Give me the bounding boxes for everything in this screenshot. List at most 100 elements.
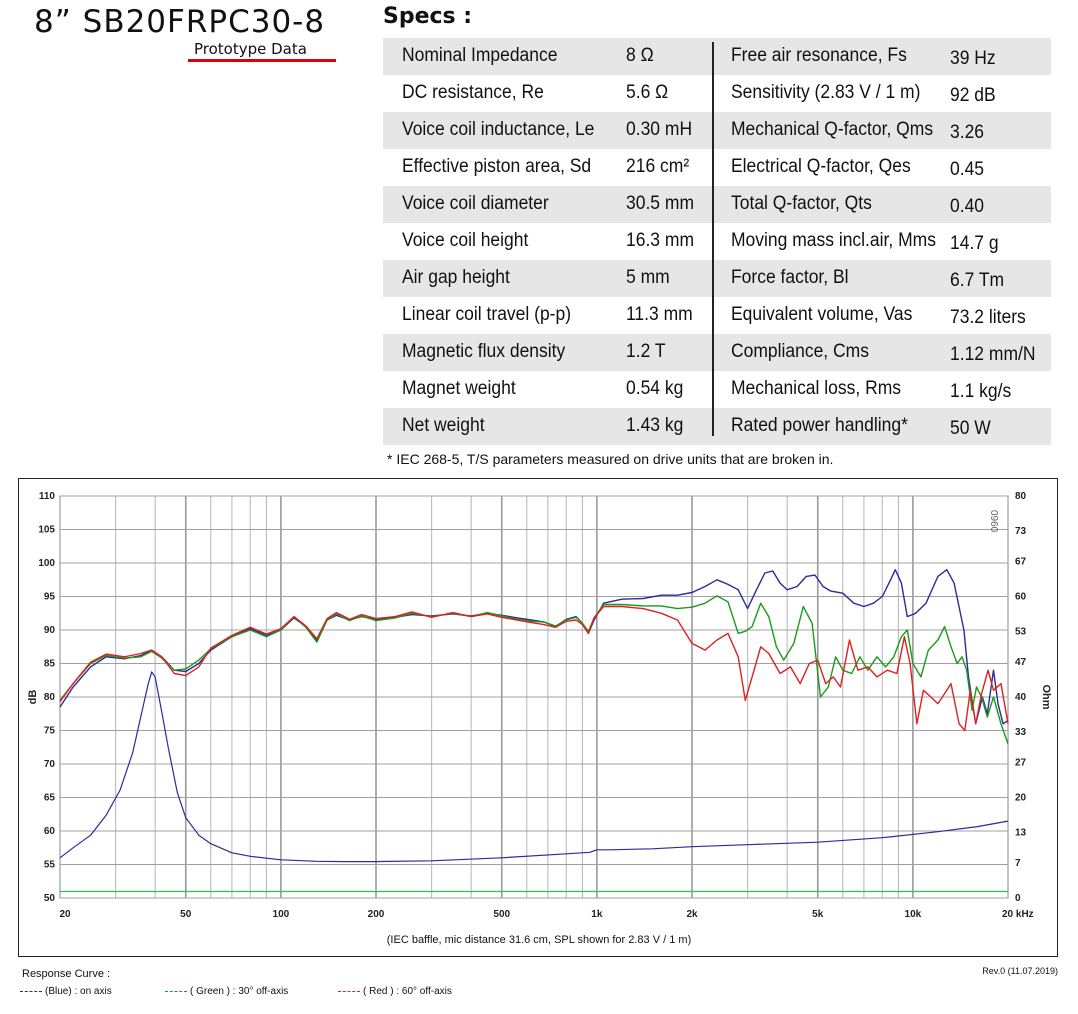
series-line-3 [59, 671, 1009, 863]
y-tick-label: 55 [44, 860, 56, 871]
revision-label: Rev.0 (11.07.2019) [982, 966, 1058, 976]
spec-value: 73.2 liters [950, 307, 1026, 328]
spec-name: Electrical Q-factor, Qes [731, 156, 911, 177]
spec-value: 0.45 [950, 159, 985, 180]
spec-value: 5 mm [626, 267, 670, 288]
y-tick-label: 85 [44, 659, 56, 670]
spec-value: 5.6 Ω [626, 82, 669, 103]
y2-tick-label: 67 [1015, 556, 1027, 567]
spec-name: Voice coil height [402, 230, 529, 251]
y-tick-label: 90 [44, 625, 56, 636]
spec-row: Air gap height 5 mm Force factor, Bl 6.7 Tm [383, 260, 1051, 297]
y-tick-label: 110 [39, 491, 56, 502]
spec-value: 3.26 [950, 122, 985, 143]
spec-name: Force factor, Bl [731, 267, 849, 288]
specs-table: Nominal Impedance 8 Ω Free air resonance, … [383, 38, 1051, 445]
spec-name: Mechanical Q-factor, Qms [731, 119, 934, 140]
spec-value: 92 dB [950, 85, 996, 106]
spec-name: Voice coil inductance, Le [402, 119, 595, 140]
spec-name: Free air resonance, Fs [731, 45, 907, 66]
spec-value: 0.54 kg [626, 378, 684, 399]
spec-value: 0.30 mH [626, 119, 693, 140]
y2-tick-label: 73 [1015, 526, 1027, 537]
spec-value: 8 Ω [626, 45, 654, 66]
y-tick-label: 75 [44, 726, 56, 737]
y2-tick-label: 7 [1015, 858, 1021, 869]
product-title: 8” SB20FRPC30-8 [34, 4, 326, 40]
y-tick-label: 95 [44, 592, 56, 603]
x-tick-label: 2k [686, 909, 698, 920]
spec-row: Net weight 1.43 kg Rated power handling* 50… [383, 408, 1051, 445]
spec-name: Voice coil diameter [402, 193, 549, 214]
y-axis-label: dB [27, 690, 39, 705]
legend-swatch-blue [20, 990, 42, 992]
spec-value: 1.12 mm/N [950, 344, 1036, 365]
y-tick-label: 105 [38, 525, 55, 536]
spec-row: Voice coil diameter 30.5 mm Total Q-factor… [383, 186, 1051, 223]
y-tick-label: 100 [38, 558, 55, 569]
spec-value: 0.40 [950, 196, 985, 217]
x-tick-label: 50 [180, 909, 192, 920]
x-tick-label: 500 [493, 909, 510, 920]
y-tick-label: 50 [44, 893, 56, 904]
y-tick-label: 60 [44, 826, 56, 837]
specs-column-divider [712, 42, 714, 436]
spec-name: Compliance, Cms [731, 341, 869, 362]
spec-value: 50 W [950, 418, 991, 439]
y-tick-label: 80 [44, 692, 56, 703]
legend-item-red: ( Red ) : 60° off-axis [338, 986, 452, 997]
spec-name: Air gap height [402, 267, 510, 288]
prototype-data-label: Prototype Data [194, 40, 307, 58]
spec-name: Moving mass incl.air, Mms [731, 230, 936, 251]
spec-row: Effective piston area, Sd 216 cm² Electric… [383, 149, 1051, 186]
red-underline [188, 59, 336, 62]
y2-tick-label: 20 [1015, 793, 1027, 804]
spec-value: 39 Hz [950, 48, 996, 69]
spec-name: Nominal Impedance [402, 45, 558, 66]
y-tick-label: 65 [44, 793, 56, 804]
chart-watermark: 0960 [988, 510, 999, 533]
series-line-0 [59, 569, 1009, 725]
spec-row: DC resistance, Re 5.6 Ω Sensitivity (2.83 … [383, 75, 1051, 112]
x-tick-label: 20 kHz [1002, 909, 1034, 920]
series-line-1 [59, 595, 1009, 745]
x-tick-label: 5k [812, 909, 824, 920]
spec-name: Effective piston area, Sd [402, 156, 592, 177]
legend-label-red: ( Red ) : 60° off-axis [363, 986, 452, 997]
spec-value: 1.1 kg/s [950, 381, 1012, 402]
spec-value: 1.43 kg [626, 415, 684, 436]
y2-tick-label: 47 [1015, 657, 1027, 668]
specs-heading: Specs : [383, 4, 473, 29]
spec-row: Magnetic flux density 1.2 T Compliance, Cm… [383, 334, 1051, 371]
spec-name: Mechanical loss, Rms [731, 378, 901, 399]
legend-swatch-green [165, 990, 187, 992]
spec-row: Voice coil height 16.3 mm Moving mass incl… [383, 223, 1051, 260]
spec-name: DC resistance, Re [402, 82, 544, 103]
x-tick-label: 1k [591, 909, 603, 920]
legend-item-green: ( Green ) : 30° off-axis [165, 986, 288, 997]
legend-label-blue: (Blue) : on axis [45, 986, 112, 997]
spec-value: 14.7 g [950, 233, 999, 254]
spec-name: Magnetic flux density [402, 341, 566, 362]
y2-tick-label: 27 [1015, 757, 1027, 768]
legend-label-green: ( Green ) : 30° off-axis [190, 986, 289, 997]
y2-tick-label: 33 [1015, 727, 1027, 738]
legend-item-blue: (Blue) : on axis [20, 986, 112, 997]
x-tick-label: 10k [905, 909, 922, 920]
spec-name: Rated power handling* [731, 415, 908, 436]
y2-tick-label: 0 [1015, 893, 1021, 904]
spec-row: Voice coil inductance, Le 0.30 mH Mechanic… [383, 112, 1051, 149]
spec-row: Nominal Impedance 8 Ω Free air resonance, … [383, 38, 1051, 75]
chart-caption: (IEC baffle, mic distance 31.6 cm, SPL s… [386, 934, 692, 946]
y2-tick-label: 53 [1015, 627, 1027, 638]
spec-value: 30.5 mm [626, 193, 695, 214]
spec-row: Magnet weight 0.54 kg Mechanical loss, Rms… [383, 371, 1051, 408]
series-line-2 [59, 605, 1009, 732]
spec-value: 216 cm² [626, 156, 690, 177]
spec-value: 11.3 mm [626, 304, 693, 325]
legend-title: Response Curve : [22, 968, 111, 980]
y2-tick-label: 40 [1015, 692, 1027, 703]
spec-value: 16.3 mm [626, 230, 695, 251]
y2-tick-label: 80 [1015, 491, 1027, 502]
spec-name: Total Q-factor, Qts [731, 193, 872, 214]
